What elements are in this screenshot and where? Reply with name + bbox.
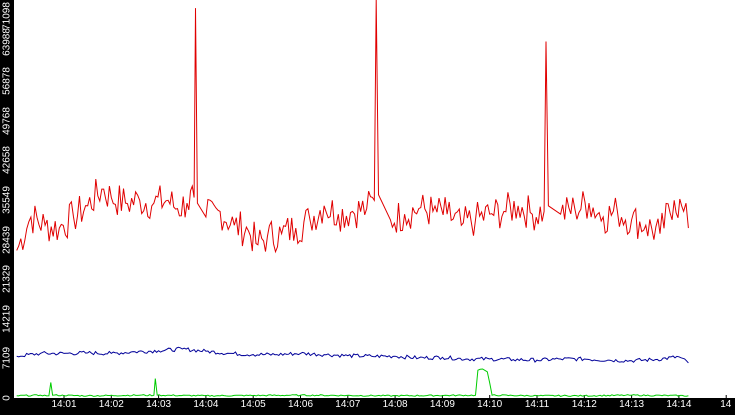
y-axis — [0, 0, 14, 415]
x-tick-label: 14:01 — [51, 399, 77, 410]
x-tick-label: 14:05 — [240, 399, 266, 410]
series-line-2 — [16, 368, 689, 397]
x-tick-label: 14:13 — [619, 399, 645, 410]
x-tick-label: 14:12 — [571, 399, 597, 410]
x-tick-label: 14:08 — [382, 399, 408, 410]
x-tick-label: 14:14 — [666, 399, 692, 410]
x-tick-label: 14:02 — [98, 399, 124, 410]
x-tick-label: 14:04 — [193, 399, 219, 410]
x-tick-label: 14:09 — [429, 399, 455, 410]
x-tick-label: 14 — [720, 399, 732, 410]
x-tick-label: 14:07 — [335, 399, 361, 410]
x-tick-label: 14:06 — [287, 399, 314, 410]
x-tick-label: 14:10 — [477, 399, 503, 410]
x-tick-label: 14:03 — [146, 399, 172, 410]
series-line-1 — [16, 346, 689, 364]
series-line-0 — [16, 0, 689, 254]
x-tick-label: 14:11 — [524, 399, 550, 410]
x-axis — [0, 398, 735, 415]
